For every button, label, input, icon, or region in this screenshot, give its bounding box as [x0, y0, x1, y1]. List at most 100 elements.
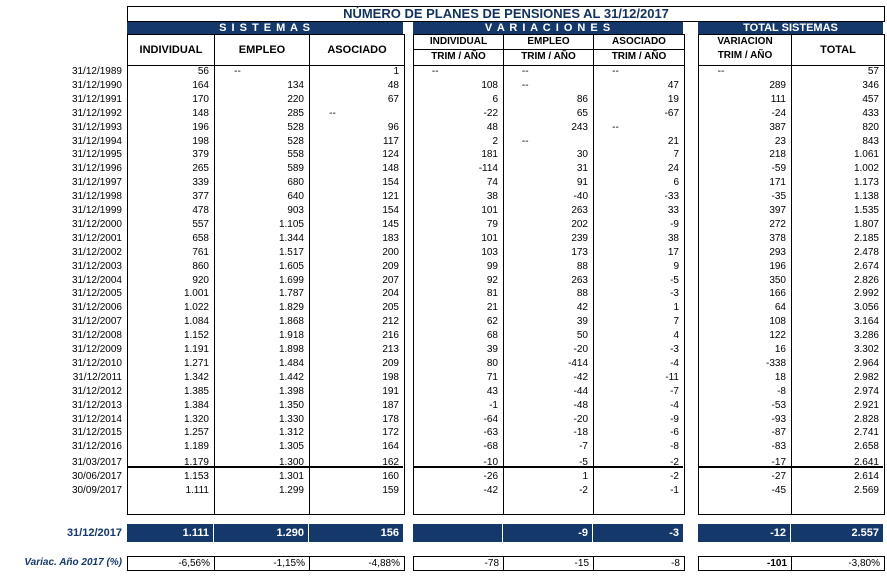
- cell-total: 3.302: [853, 344, 879, 355]
- cell-v-asociado: -1: [670, 485, 679, 496]
- cell-asociado: 145: [382, 218, 399, 230]
- cell-individual: 1.001: [183, 288, 209, 300]
- cell-variacion: 108: [769, 316, 786, 328]
- cell-v-asociado: 7: [673, 149, 679, 161]
- cell-asociado: 148: [382, 163, 399, 175]
- cell-empleo: 1.442: [278, 371, 304, 383]
- cell-v-empleo: -7: [579, 441, 588, 453]
- cell-empleo: 903: [287, 205, 304, 216]
- cell-v-individual: -1: [489, 399, 498, 411]
- cell-total: 2.569: [853, 485, 879, 496]
- cell-asociado: 187: [382, 399, 399, 411]
- cell-v-asociado: 19: [667, 93, 679, 105]
- cell-v-individual: 81: [486, 288, 498, 300]
- cell-asociado: 183: [382, 232, 399, 244]
- cell-asociado: --: [329, 107, 336, 119]
- cell-empleo: 1.300: [278, 457, 304, 469]
- cell-v-asociado: -9: [670, 413, 679, 425]
- cell-individual: 1.271: [183, 357, 209, 369]
- cell-total: 820: [862, 121, 879, 133]
- cell-empleo: 680: [287, 177, 304, 189]
- cell-v-asociado: -3: [670, 344, 679, 355]
- cell-v-empleo: 243: [571, 121, 588, 133]
- cell-total: 2.478: [853, 246, 879, 258]
- header-v-empleo-trim: TRIM / AÑO: [521, 51, 576, 62]
- cell-variacion: -45: [771, 485, 786, 496]
- cell-individual: 1.257: [183, 427, 209, 439]
- cell-v-individual: 181: [481, 149, 498, 161]
- row-date: 31/12/2003: [71, 260, 122, 272]
- cell-individual: 198: [192, 135, 209, 147]
- header-variacion-trim: TRIM / AÑO: [717, 50, 773, 61]
- cell-v-individual: -114: [478, 163, 498, 175]
- row-date: 31/12/2010: [71, 357, 122, 369]
- cell-v-asociado: -5: [670, 274, 679, 286]
- cell-total: 1.807: [853, 218, 879, 230]
- cell-total: 843: [862, 135, 879, 147]
- cell-asociado: 204: [382, 288, 399, 300]
- cell-v-individual: 92: [486, 274, 498, 286]
- cell-individual: 920: [192, 274, 209, 286]
- cell-asociado: 200: [382, 246, 399, 258]
- var-row-v-asociado: -8: [593, 556, 685, 571]
- cell-v-empleo: 39: [576, 316, 588, 328]
- cell-variacion: -24: [771, 107, 786, 119]
- cell-total: 2.992: [853, 288, 879, 300]
- var-row-total: -3,80%: [791, 556, 885, 571]
- cell-v-empleo: 88: [576, 288, 588, 300]
- header-variacion: VARIACION TRIM / AÑO: [698, 34, 792, 66]
- cell-empleo: --: [234, 66, 241, 77]
- cell-empleo: 1.344: [278, 232, 304, 244]
- cell-variacion: 350: [769, 274, 786, 286]
- cell-v-asociado: 38: [667, 232, 679, 244]
- cell-asociado: 121: [382, 191, 399, 203]
- cell-v-empleo: -20: [573, 344, 588, 355]
- header-v-empleo: EMPLEO TRIM / AÑO: [503, 34, 594, 66]
- cell-v-empleo: 202: [571, 218, 588, 230]
- cell-v-asociado: -7: [670, 385, 679, 397]
- cell-v-asociado: 24: [667, 163, 679, 175]
- cell-empleo: 1.484: [278, 357, 304, 369]
- cell-variacion: -27: [771, 471, 786, 483]
- row-date: 31/12/2015: [71, 427, 122, 439]
- col-v-asociado: [593, 65, 685, 515]
- cell-variacion: 387: [769, 121, 786, 133]
- cell-v-asociado: 7: [673, 316, 679, 328]
- row-date: 31/12/2001: [71, 232, 122, 244]
- cell-v-individual: 6: [492, 93, 498, 105]
- cell-asociado: 209: [382, 357, 399, 369]
- cell-v-individual: 62: [486, 316, 498, 328]
- cell-individual: 761: [192, 246, 209, 258]
- row-date: 31/12/2007: [71, 316, 122, 328]
- cell-total: 1.061: [853, 149, 879, 161]
- header-individual: INDIVIDUAL: [127, 34, 215, 66]
- col-variacion: [698, 65, 792, 515]
- cell-variacion: 166: [769, 288, 786, 300]
- var-row-individual: -6,56%: [127, 556, 215, 571]
- cell-total: 2.974: [853, 385, 879, 397]
- cell-variacion: 293: [769, 246, 786, 258]
- cell-v-asociado: --: [612, 121, 619, 133]
- cell-total: 1.173: [853, 177, 879, 189]
- header-v-individual: INDIVIDUAL TRIM / AÑO: [413, 34, 504, 66]
- cell-individual: 56: [197, 66, 209, 77]
- cell-asociado: 124: [382, 149, 399, 161]
- header-v-asociado: ASOCIADO TRIM / AÑO: [593, 34, 685, 66]
- section-sistemas: S I S T E M A S: [127, 22, 403, 34]
- cell-variacion: 378: [769, 232, 786, 244]
- row-date: 31/12/1999: [71, 205, 122, 216]
- row-date: 31/12/1997: [71, 177, 122, 189]
- cell-asociado: 212: [382, 316, 399, 328]
- cell-asociado: 67: [387, 93, 399, 105]
- cell-v-empleo: -20: [573, 413, 588, 425]
- cell-individual: 265: [192, 163, 209, 175]
- cell-total: 2.826: [853, 274, 879, 286]
- cell-v-individual: 2: [492, 135, 498, 147]
- cell-empleo: 558: [287, 149, 304, 161]
- cell-v-empleo: -18: [573, 427, 588, 439]
- cell-asociado: 164: [382, 441, 399, 453]
- total-row-v-individual: [413, 524, 502, 542]
- cell-variacion: 272: [769, 218, 786, 230]
- cell-v-individual: -63: [483, 427, 498, 439]
- total-row-date: 31/12/2017: [66, 527, 122, 539]
